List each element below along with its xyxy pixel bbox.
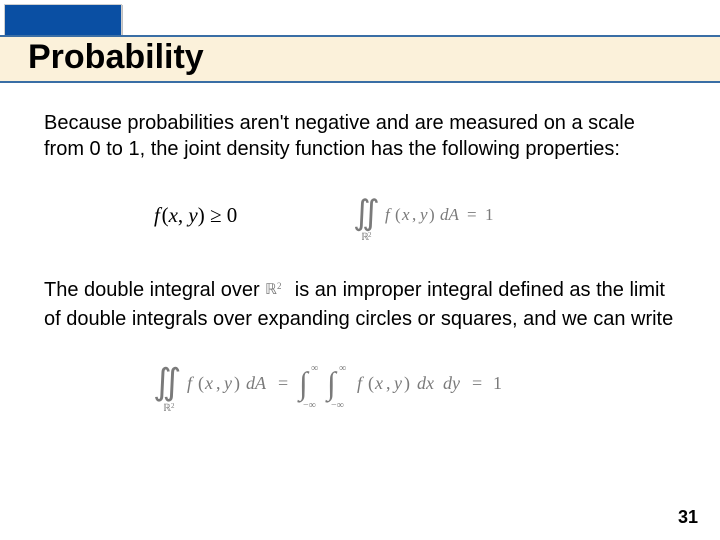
nonneg-property: f(x, y) f (x, y) ≥ 0 bbox=[154, 202, 237, 229]
svg-text:1: 1 bbox=[493, 373, 502, 393]
integral-equals-one: ∬ ℝ 2 f ( x , y ) dA = 1 bbox=[347, 190, 507, 242]
r2-symbol-icon: ℝ2 bbox=[265, 280, 289, 298]
svg-text:−∞: −∞ bbox=[303, 400, 316, 411]
svg-text:∬: ∬ bbox=[153, 362, 181, 402]
svg-text:∞: ∞ bbox=[339, 363, 346, 374]
svg-text:): ) bbox=[404, 373, 410, 394]
svg-text:): ) bbox=[429, 205, 435, 224]
property-row: f(x, y) f (x, y) ≥ 0 ∬ ℝ 2 f ( x , y ) d… bbox=[154, 190, 676, 242]
svg-text:,: , bbox=[386, 373, 391, 393]
svg-text:x: x bbox=[204, 373, 213, 393]
svg-text:=: = bbox=[467, 205, 477, 224]
svg-text:2: 2 bbox=[368, 231, 372, 239]
svg-text:f: f bbox=[357, 373, 365, 393]
expanded-integral-equation: ∬ ℝ 2 f ( x , y ) dA = ∫ ∞ −∞ ∫ ∞ −∞ f (… bbox=[145, 356, 575, 414]
content-area: Because probabilities aren't negative an… bbox=[44, 110, 676, 414]
svg-text:−∞: −∞ bbox=[331, 400, 344, 411]
explanation-paragraph: The double integral over ℝ2 is an improp… bbox=[44, 276, 676, 334]
svg-text:=: = bbox=[472, 373, 482, 393]
svg-text:2: 2 bbox=[277, 281, 282, 291]
svg-text:x: x bbox=[374, 373, 383, 393]
svg-text:dy: dy bbox=[443, 373, 460, 393]
svg-text:y: y bbox=[418, 205, 428, 224]
svg-text:=: = bbox=[278, 373, 288, 393]
svg-text:dA: dA bbox=[246, 373, 267, 393]
svg-text:dx: dx bbox=[417, 373, 434, 393]
svg-text:∫: ∫ bbox=[297, 365, 310, 403]
svg-text:,: , bbox=[216, 373, 221, 393]
svg-text:2: 2 bbox=[171, 402, 175, 410]
svg-text:∬: ∬ bbox=[353, 195, 380, 232]
svg-text:x: x bbox=[401, 205, 410, 224]
svg-text:(: ( bbox=[198, 373, 204, 394]
svg-text:): ) bbox=[234, 373, 240, 394]
svg-text:∞: ∞ bbox=[311, 363, 318, 374]
svg-text:f: f bbox=[187, 373, 195, 393]
page-title: Probability bbox=[28, 38, 204, 77]
svg-text:f: f bbox=[385, 205, 392, 224]
svg-text:(: ( bbox=[368, 373, 374, 394]
svg-text:dA: dA bbox=[440, 205, 460, 224]
svg-text:(: ( bbox=[395, 205, 401, 224]
svg-text:,: , bbox=[412, 205, 416, 224]
svg-text:∫: ∫ bbox=[325, 365, 338, 403]
para2-part-a: The double integral over bbox=[44, 279, 265, 301]
svg-text:1: 1 bbox=[485, 205, 494, 224]
intro-paragraph: Because probabilities aren't negative an… bbox=[44, 110, 676, 162]
svg-text:ℝ: ℝ bbox=[265, 282, 277, 298]
svg-text:ℝ: ℝ bbox=[163, 403, 171, 414]
svg-text:y: y bbox=[392, 373, 402, 393]
svg-text:y: y bbox=[222, 373, 232, 393]
page-number: 31 bbox=[678, 507, 698, 528]
